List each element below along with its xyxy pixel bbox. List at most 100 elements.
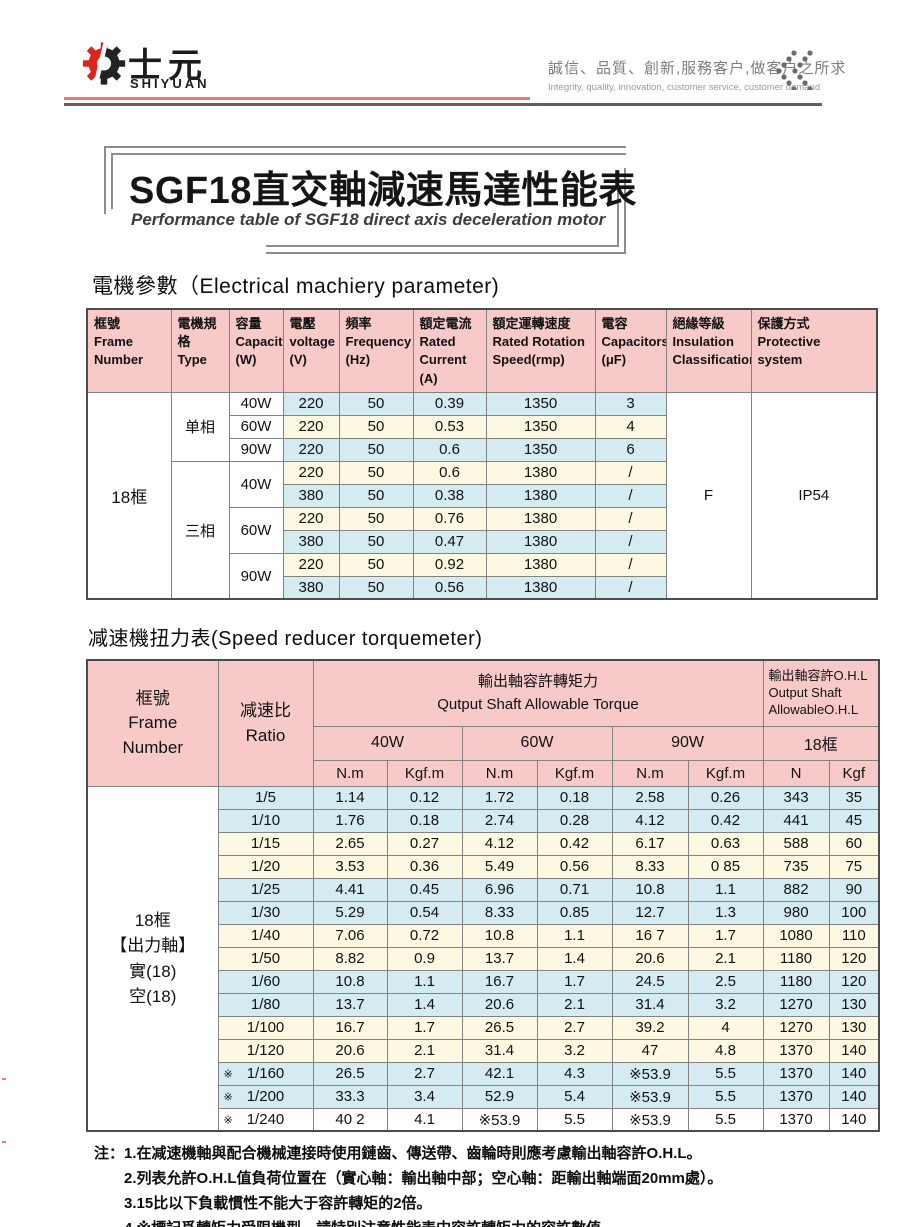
torque-table-row: 1/20 3.53 0.36 5.49 0.56 8.33 0 85 735 75	[87, 854, 880, 879]
parameter-value-cell: 1350	[485, 437, 596, 462]
ratio-cell: 1/20	[217, 854, 314, 879]
torque-value-cell: 7.06	[312, 923, 388, 948]
parameter-value-cell: 50	[338, 414, 414, 439]
header-gray-rule	[64, 103, 822, 106]
parameter-value-cell: /	[594, 483, 667, 508]
torque-header-row-2: 40W 60W 90W 18框	[87, 725, 880, 761]
torque-value-cell: 2.1	[536, 992, 613, 1017]
torque-value-cell: 1.7	[536, 969, 613, 994]
parameter-value-cell: 1380	[485, 575, 596, 600]
gear-logo-icon	[82, 42, 126, 85]
torque-value-cell: 75	[828, 854, 880, 879]
torque-value-cell: 3.2	[536, 1038, 613, 1063]
torque-value-cell: 2.7	[536, 1015, 613, 1040]
ratio-header: 减速比 Ratio	[217, 659, 314, 787]
torque-value-cell: 5.5	[536, 1107, 613, 1132]
ratio-cell: 1/10	[217, 808, 314, 833]
torque-value-cell: 3.2	[687, 992, 764, 1017]
unit-header: N.m	[611, 759, 689, 787]
chevron-dots-icon	[776, 50, 813, 90]
motor-table-row: 90W 220 50 0.92 1380/	[87, 552, 877, 600]
capacity-cell: 40W	[228, 460, 284, 508]
torque-value-cell: 0.56	[536, 854, 613, 879]
torque-value-cell: 0.85	[536, 900, 613, 925]
torque-value-cell: 47	[611, 1038, 689, 1063]
torque-value-cell: 3.4	[386, 1084, 463, 1109]
torque-value-cell: 1080	[762, 923, 830, 948]
ratio-cell: 1/5	[217, 785, 314, 810]
banner-frame-line	[265, 175, 619, 247]
torque-table-row: 1/40 7.06 0.72 10.8 1.1 16 7 1.7 1080 110	[87, 923, 880, 948]
parameter-value-cell: 0.56	[412, 575, 487, 600]
torque-value-cell: ※53.9	[611, 1107, 689, 1132]
torque-value-cell: 13.7	[312, 992, 388, 1017]
torque-value-cell: 1.4	[536, 946, 613, 971]
allowable-torque-header: 輸出軸容許轉矩力 Qutput Shaft Allowable Torque	[312, 659, 764, 727]
torque-value-cell: 1370	[762, 1084, 830, 1109]
torque-value-cell: 4.12	[611, 808, 689, 833]
torque-value-cell: 4.12	[461, 831, 538, 856]
notes-items: 1.在减速機軸與配合機械連接時使用鏈齒、傳送帶、齒輪時則應考慮輸出軸容許O.H.…	[124, 1142, 880, 1227]
torque-value-cell: 90	[828, 877, 880, 902]
capacity-cell: 60W	[228, 414, 284, 439]
col-header-type: 電機規格 Type	[170, 308, 230, 393]
parameter-value-cell: 1380	[485, 552, 596, 577]
torque-table-row: 1/15 2.65 0.27 4.12 0.42 6.17 0.63 588 60	[87, 831, 880, 856]
torque-value-cell: 1370	[762, 1107, 830, 1132]
torque-value-cell: 0.9	[386, 946, 463, 971]
parameter-value-cell: 50	[338, 483, 414, 508]
ratio-cell: 1/50	[217, 946, 314, 971]
torque-value-cell: 16.7	[461, 969, 538, 994]
torque-value-cell: 0.42	[536, 831, 613, 856]
torque-value-cell: 5.5	[687, 1061, 764, 1086]
col-header-capacitors: 電容 Capacitors (μF)	[594, 308, 667, 393]
unit-header: N.m	[312, 759, 388, 787]
torque-value-cell: 33.3	[312, 1084, 388, 1109]
torque-header-row-3: N.m Kgf.m N.m Kgf.m N.m Kgf.m N Kgf	[87, 759, 880, 787]
parameter-value-cell: 0.47	[412, 529, 487, 554]
parameter-value-cell: 220	[282, 506, 340, 531]
capacity-cell: 40W	[228, 391, 284, 416]
parameter-value-cell: /	[594, 506, 667, 531]
torque-value-cell: 1.7	[687, 923, 764, 948]
parameter-value-cell: 220	[282, 391, 340, 416]
ratio-cell: 1/40	[217, 923, 314, 948]
brand-name-en: SHIYUAN	[130, 76, 210, 91]
torque-value-cell: 1.7	[386, 1015, 463, 1040]
torque-value-cell: 52.9	[461, 1084, 538, 1109]
torque-value-cell: 1270	[762, 1015, 830, 1040]
phase-type-cell: 三相	[170, 460, 230, 600]
scan-artifact	[2, 1078, 6, 1080]
torque-value-cell: 0.42	[687, 808, 764, 833]
torque-value-cell: 140	[828, 1084, 880, 1109]
torque-value-cell: ※53.9	[461, 1107, 538, 1132]
header-red-rule	[64, 97, 530, 100]
torque-value-cell: 2.74	[461, 808, 538, 833]
torque-value-cell: 100	[828, 900, 880, 925]
torque-value-cell: 10.8	[611, 877, 689, 902]
torque-value-cell: 8.33	[461, 900, 538, 925]
capacity-cell: 90W	[228, 552, 284, 600]
torque-value-cell: 343	[762, 785, 830, 810]
protection-cell: IP54	[750, 391, 878, 600]
torque-value-cell: 3.53	[312, 854, 388, 879]
note-item: 3.15比以下負載慣性不能大于容許轉矩的2倍。	[124, 1194, 432, 1212]
torque-value-cell: 2.1	[687, 946, 764, 971]
torque-value-cell: 8.82	[312, 946, 388, 971]
torque-value-cell: 26.5	[312, 1061, 388, 1086]
torque-value-cell: 2.65	[312, 831, 388, 856]
unit-header: Kgf.m	[687, 759, 764, 787]
parameter-value-cell: 220	[282, 552, 340, 577]
torque-table-row: 1/120 20.6 2.1 31.4 3.2 47 4.8 1370 140	[87, 1038, 880, 1063]
motor-table-row: 380 50 0.56 1380/	[87, 575, 877, 600]
notes-prefix: 注：	[94, 1145, 125, 1163]
torque-value-cell: 0.72	[386, 923, 463, 948]
torque-value-cell: ※53.9	[611, 1084, 689, 1109]
capacity-cell: 90W	[228, 437, 284, 462]
ratio-cell: 1/100	[217, 1015, 314, 1040]
power-group-60w: 60W	[461, 725, 613, 761]
torque-value-cell: 980	[762, 900, 830, 925]
torque-value-cell: 441	[762, 808, 830, 833]
limited-torque-star: ※	[223, 1091, 233, 1104]
ratio-cell: ※ 1/240	[217, 1107, 314, 1132]
